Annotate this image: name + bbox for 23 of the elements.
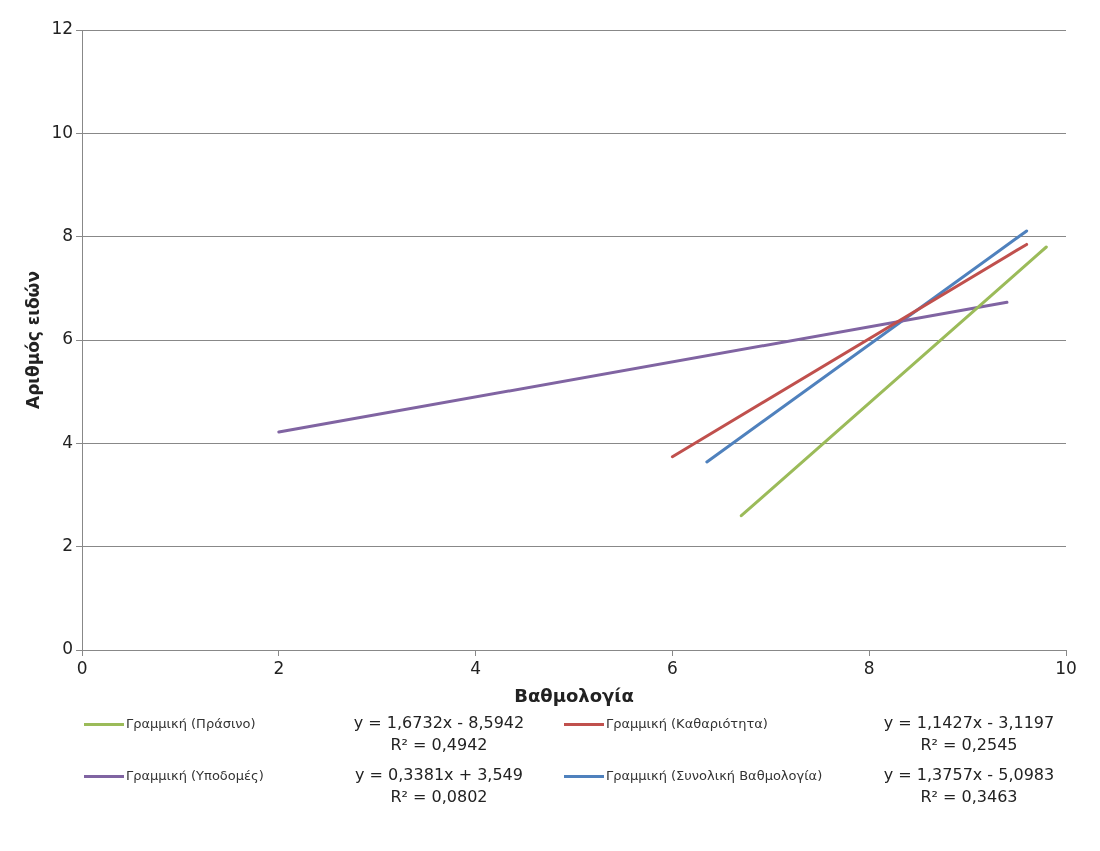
y-tick-label: 10 bbox=[51, 121, 74, 142]
x-tick-label: 8 bbox=[863, 657, 875, 678]
text: y = 1,1427x - 3,1197 R² = 0,2545 bbox=[882, 712, 1056, 756]
x-tick-label: 6 bbox=[667, 657, 678, 678]
legend-label: Γραμμική (Συνολική Βαθμολογία) bbox=[606, 768, 823, 783]
x-axis-title: Βαθμολογία bbox=[514, 684, 634, 706]
text: y = 1,6732x - 8,5942 R² = 0,4942 bbox=[352, 712, 526, 756]
x-tick-label: 0 bbox=[76, 657, 88, 678]
y-tick-label: 2 bbox=[62, 535, 74, 556]
y-tick-label: 6 bbox=[62, 328, 74, 349]
y-tick-label: 8 bbox=[62, 225, 74, 246]
legend-label: Γραμμική (Πράσινο) bbox=[126, 716, 256, 731]
text: y = 0,3381x + 3,549 R² = 0,0802 bbox=[354, 764, 524, 808]
x-tick-label: 2 bbox=[273, 657, 285, 678]
legend-label: Γραμμική (Καθαριότητα) bbox=[606, 716, 768, 731]
x-tick-label: 10 bbox=[1055, 657, 1077, 678]
x-tick-label: 4 bbox=[470, 657, 482, 678]
y-tick-label: 4 bbox=[62, 431, 74, 452]
legend-label: Γραμμική (Υποδομές) bbox=[126, 768, 264, 783]
y-tick-label: 12 bbox=[51, 18, 74, 39]
text: y = 1,3757x - 5,0983 R² = 0,3463 bbox=[882, 764, 1056, 808]
y-axis-title: Αριθμός ειδών bbox=[22, 271, 43, 409]
y-tick-label: 0 bbox=[62, 638, 74, 659]
